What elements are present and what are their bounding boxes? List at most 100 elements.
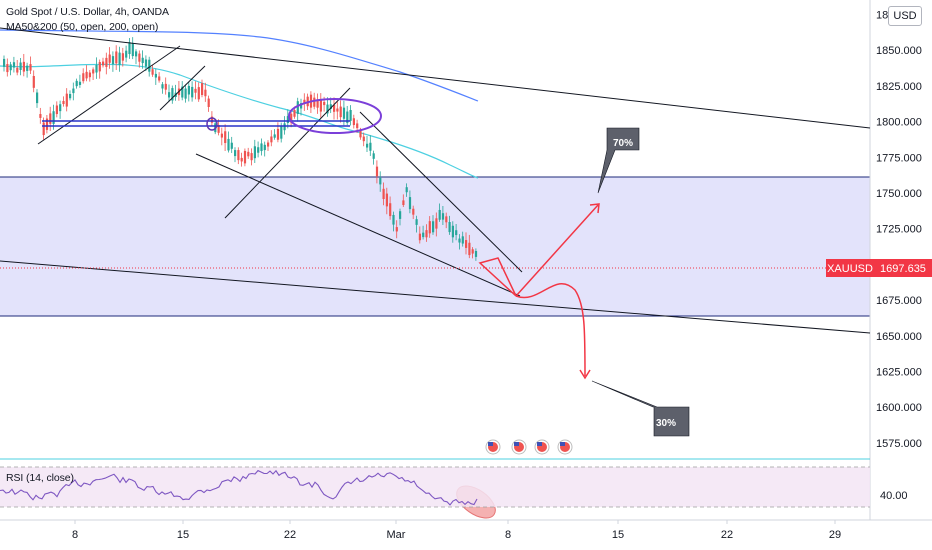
callout-70-shape[interactable] bbox=[597, 127, 640, 194]
candle-body bbox=[95, 65, 98, 73]
candle-body bbox=[369, 142, 372, 151]
time-tick-label: 22 bbox=[721, 529, 733, 541]
candle-body bbox=[204, 89, 207, 97]
bearish-arrow-head bbox=[579, 369, 591, 380]
rsi-band bbox=[0, 467, 870, 507]
candle-body bbox=[111, 56, 115, 65]
candle-body bbox=[283, 123, 286, 131]
candle-body bbox=[207, 98, 210, 107]
time-axis[interactable]: 8 15 22 Mar 8 15 22 29 bbox=[72, 520, 841, 541]
candle-body bbox=[458, 238, 461, 243]
candle-body bbox=[12, 62, 16, 68]
callout-70-text: 70% bbox=[613, 138, 633, 149]
candle-body bbox=[336, 108, 339, 112]
bearish-arrow-line[interactable] bbox=[515, 283, 586, 377]
candle-body bbox=[197, 87, 200, 100]
candle-body bbox=[65, 93, 68, 107]
candle-body bbox=[52, 111, 55, 124]
candle-body bbox=[418, 233, 421, 241]
candle-body bbox=[303, 99, 306, 104]
candle-body bbox=[395, 227, 398, 232]
candle-body bbox=[3, 58, 6, 67]
candle-body bbox=[115, 51, 118, 64]
candle-body bbox=[121, 53, 124, 61]
zigzag-projection[interactable] bbox=[478, 257, 517, 297]
supply-demand-zone bbox=[0, 177, 870, 316]
candle-body bbox=[75, 80, 78, 87]
channel-line-2[interactable] bbox=[159, 65, 206, 111]
candle-body bbox=[399, 211, 402, 219]
ma200-line bbox=[0, 29, 479, 102]
candle-body bbox=[280, 126, 283, 139]
candle-body bbox=[161, 84, 164, 89]
candle-body bbox=[250, 153, 253, 161]
candle-body bbox=[263, 144, 266, 151]
candle-body bbox=[55, 105, 58, 115]
candle-body bbox=[118, 52, 121, 65]
candle-body bbox=[191, 86, 194, 98]
price-tick-label: 1850.000 bbox=[876, 45, 922, 57]
candle-body bbox=[276, 128, 280, 140]
candle-body bbox=[461, 236, 464, 244]
candle-body bbox=[366, 143, 369, 148]
upper-trendline[interactable] bbox=[0, 27, 871, 129]
candle-body bbox=[296, 101, 299, 115]
candle-body bbox=[290, 113, 293, 123]
candle-body bbox=[405, 187, 408, 193]
candle-body bbox=[352, 118, 355, 126]
candle-body bbox=[148, 59, 151, 72]
candle-body bbox=[78, 81, 82, 85]
rsi-legend[interactable]: RSI (14, close) bbox=[6, 472, 74, 484]
top-ellipse[interactable] bbox=[288, 98, 382, 134]
candle-body bbox=[389, 203, 392, 217]
candle-body bbox=[329, 104, 332, 110]
candle-body bbox=[19, 62, 22, 70]
candle-body bbox=[201, 83, 204, 96]
candle-body bbox=[247, 151, 250, 157]
time-tick-label: 15 bbox=[177, 529, 189, 541]
channel-line-3[interactable] bbox=[224, 87, 351, 219]
touch-ellipse[interactable] bbox=[206, 117, 218, 131]
ma-legend[interactable]: MA50&200 (50, open, 200, open) bbox=[6, 21, 159, 33]
bullish-arrow-head bbox=[589, 203, 600, 214]
channel-line-1[interactable] bbox=[37, 45, 181, 145]
wedge-lower-line[interactable] bbox=[195, 153, 521, 297]
candle-body bbox=[26, 65, 29, 71]
symbol-badge bbox=[826, 259, 874, 277]
candle-body bbox=[356, 123, 359, 129]
candle-body bbox=[227, 138, 230, 151]
candle-body bbox=[168, 92, 171, 98]
event-flags[interactable] bbox=[485, 439, 573, 455]
candle-body bbox=[415, 219, 418, 225]
last-price-value: 1697.635 bbox=[880, 263, 926, 275]
candle-body bbox=[253, 146, 256, 159]
candle-body bbox=[349, 110, 352, 121]
candle-body bbox=[6, 64, 9, 73]
candle-body bbox=[471, 249, 474, 254]
candle-body bbox=[300, 103, 303, 109]
candle-body bbox=[9, 64, 12, 71]
price-tick-label: 1775.000 bbox=[876, 152, 922, 164]
callout-30-text: 30% bbox=[656, 418, 676, 429]
currency-button[interactable]: USD bbox=[888, 6, 922, 26]
candle-body bbox=[243, 150, 247, 164]
symbol-legend[interactable]: Gold Spot / U.S. Dollar, 4h, OANDA bbox=[6, 6, 169, 18]
candle-body bbox=[342, 107, 346, 119]
candle-body bbox=[323, 101, 326, 106]
wedge-upper-line[interactable] bbox=[359, 111, 523, 273]
candle-body bbox=[372, 153, 375, 159]
callout-30-shape[interactable] bbox=[591, 380, 690, 437]
candle-body bbox=[105, 57, 108, 67]
rsi-line bbox=[0, 469, 478, 506]
lower-trendline[interactable] bbox=[0, 260, 871, 334]
time-tick-label: 8 bbox=[72, 529, 78, 541]
candle-body bbox=[425, 230, 428, 238]
candle-body bbox=[313, 97, 316, 107]
candle-body bbox=[131, 43, 134, 57]
candle-body bbox=[438, 209, 441, 220]
candle-body bbox=[128, 42, 131, 55]
candle-body bbox=[346, 111, 349, 123]
bullish-arrow-line[interactable] bbox=[515, 204, 599, 297]
